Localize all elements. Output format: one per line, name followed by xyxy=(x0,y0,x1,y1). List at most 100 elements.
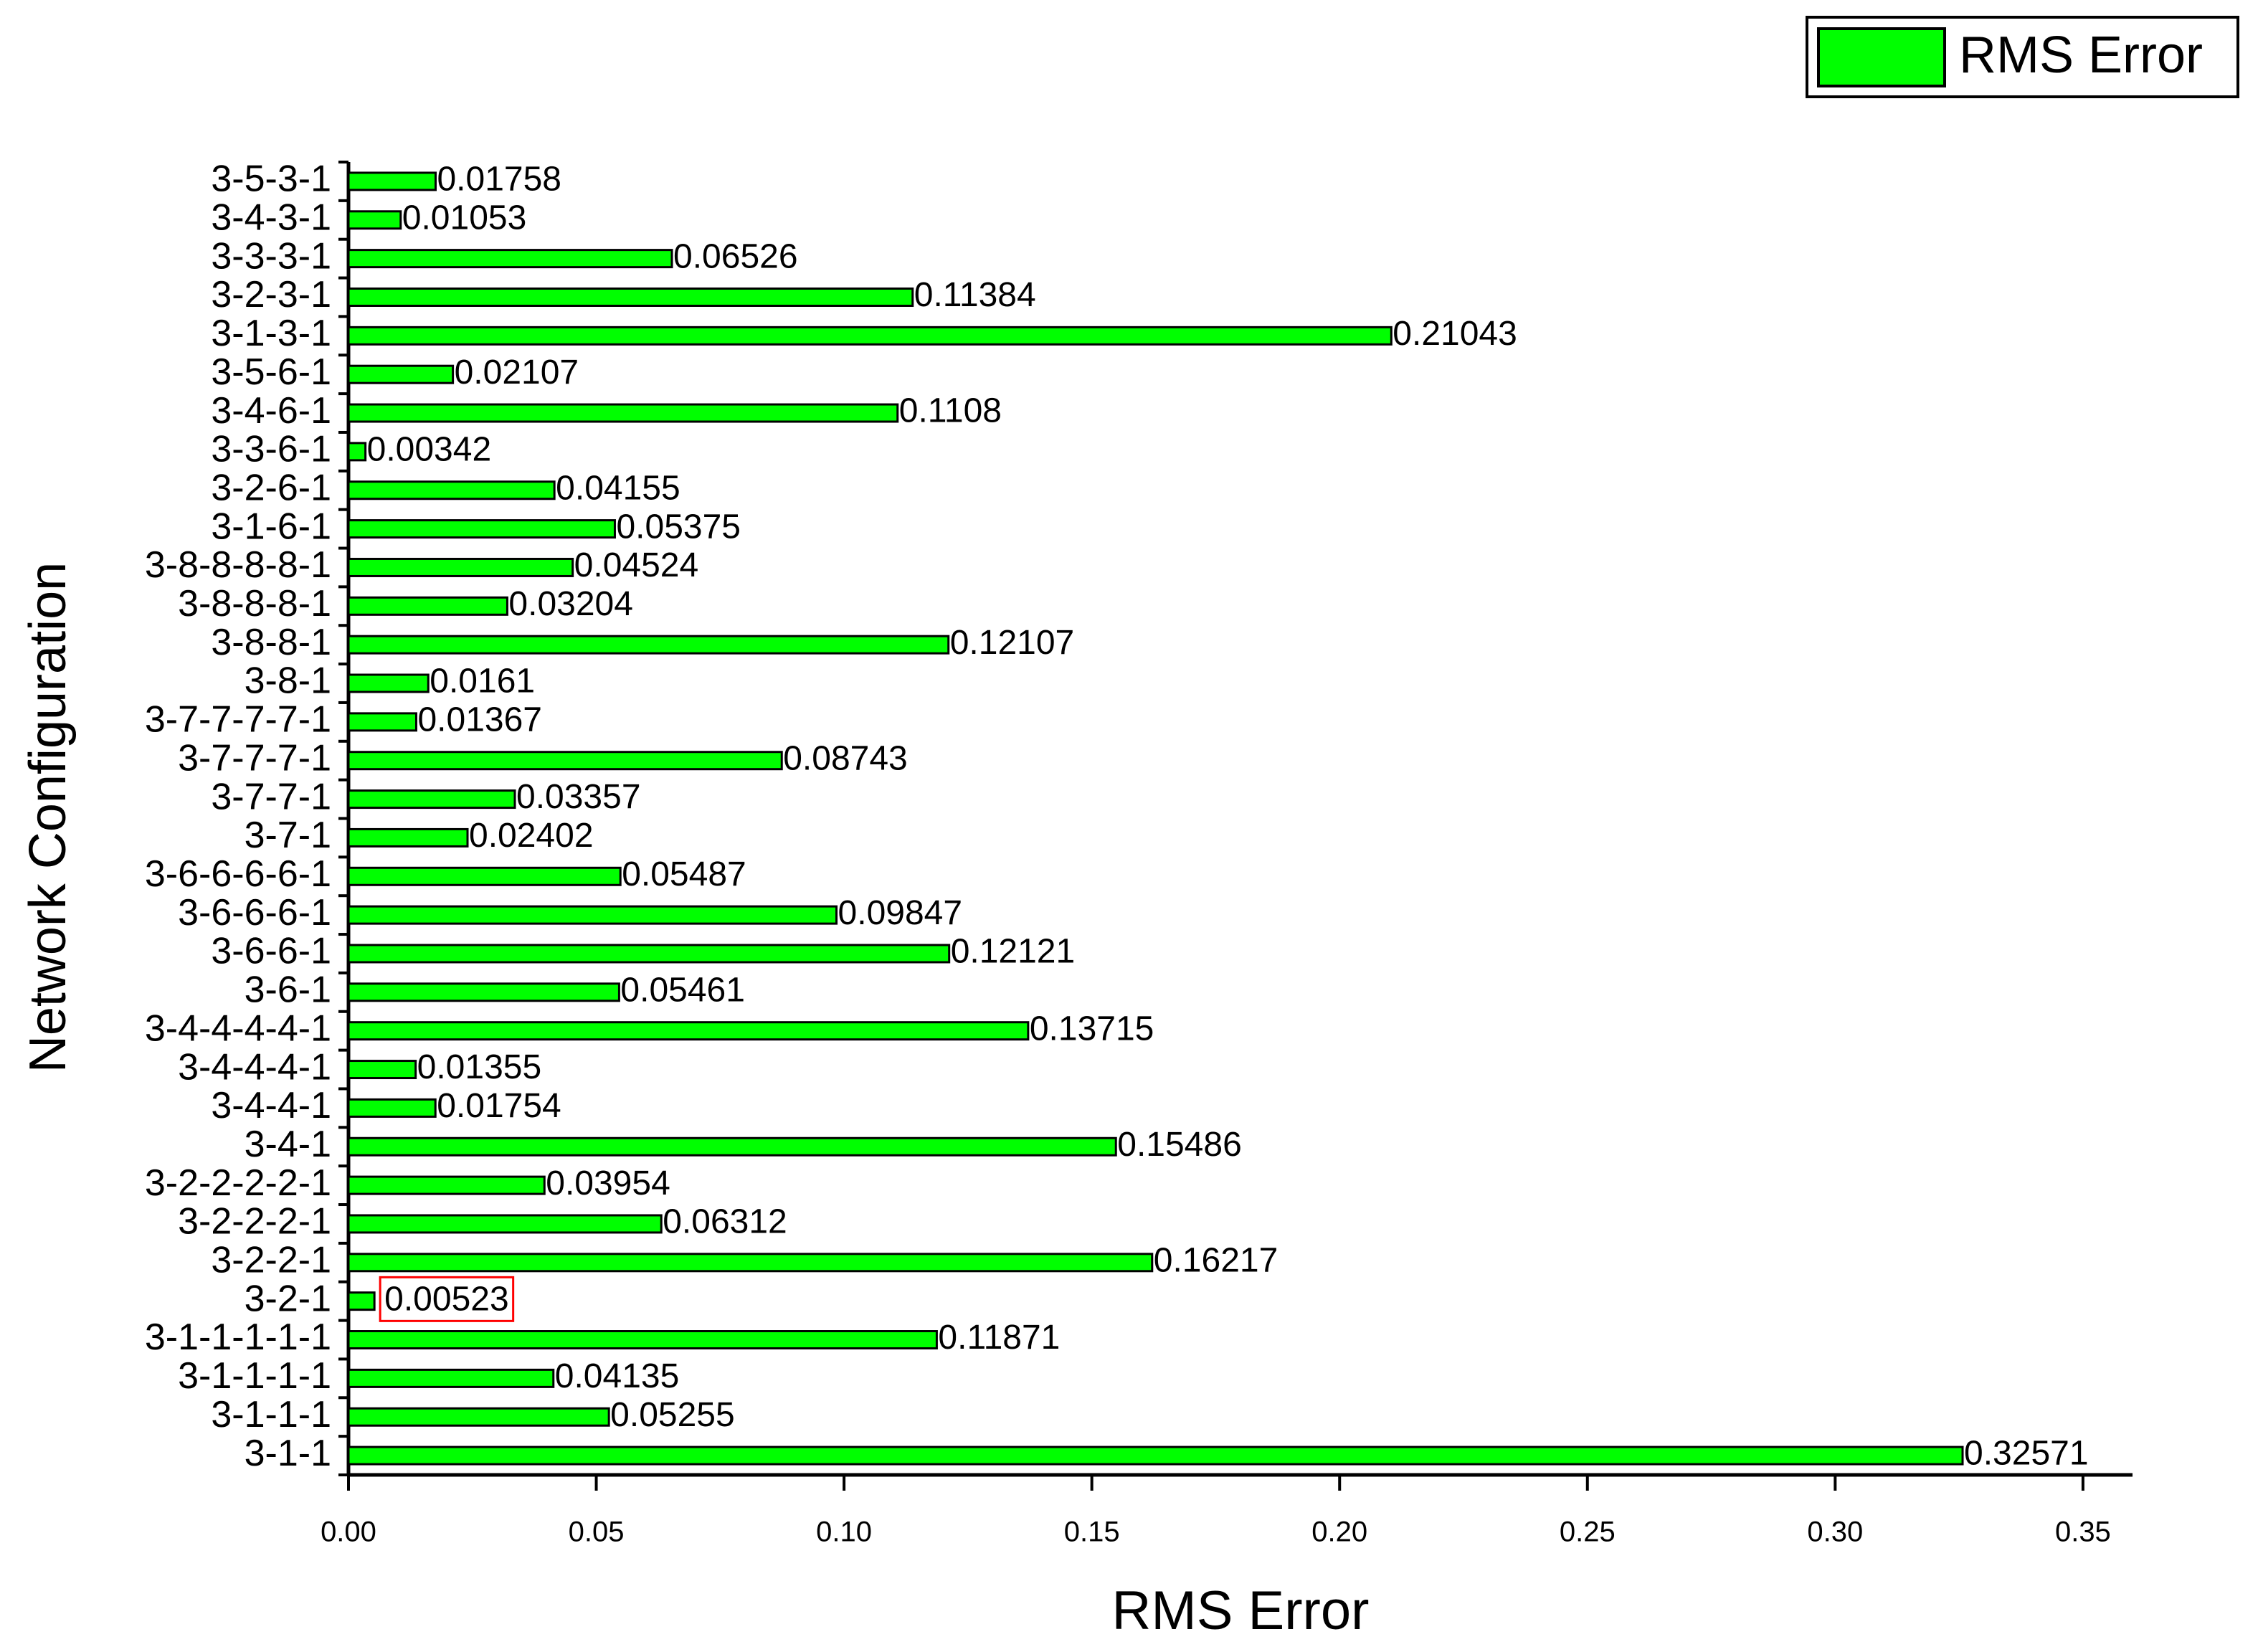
y-tick-label: 3-5-3-1 xyxy=(211,158,331,200)
bar xyxy=(347,1368,555,1388)
bar xyxy=(347,982,620,1002)
y-tick-label: 3-7-7-7-7-1 xyxy=(145,699,331,741)
bar xyxy=(347,596,508,616)
value-label: 0.04135 xyxy=(555,1357,680,1395)
value-label: 0.06312 xyxy=(663,1203,787,1241)
bar xyxy=(347,1175,546,1195)
value-label: 0.08743 xyxy=(783,739,908,777)
legend-swatch xyxy=(1817,27,1946,87)
x-tick-label: 0.00 xyxy=(321,1516,376,1548)
bar xyxy=(347,1098,437,1118)
y-tick-label: 3-3-3-1 xyxy=(211,235,331,277)
legend-label: RMS Error xyxy=(1959,27,2203,84)
value-label: 0.02107 xyxy=(455,353,579,391)
y-tick-label: 3-1-3-1 xyxy=(211,313,331,354)
value-label: 0.01754 xyxy=(437,1087,561,1125)
value-label: 0.21043 xyxy=(1393,315,1517,353)
y-tick-label: 3-6-6-6-6-1 xyxy=(145,853,331,895)
value-label: 0.11384 xyxy=(914,276,1036,314)
y-axis-title: Network Configuration xyxy=(19,562,77,1073)
y-tick-label: 3-4-4-4-4-1 xyxy=(145,1007,331,1049)
bar xyxy=(347,1330,938,1350)
x-tick-label: 0.30 xyxy=(1807,1516,1863,1548)
bar xyxy=(347,751,783,771)
y-tick-label: 3-2-3-1 xyxy=(211,274,331,315)
bar xyxy=(347,827,469,848)
bar xyxy=(347,249,673,269)
y-tick-label: 3-8-8-8-8-1 xyxy=(145,544,331,586)
value-label: 0.05487 xyxy=(622,855,746,893)
x-tick-label: 0.15 xyxy=(1064,1516,1120,1548)
x-tick-label: 0.35 xyxy=(2055,1516,2111,1548)
y-tick-label: 3-7-1 xyxy=(245,815,331,856)
x-tick-label: 0.10 xyxy=(816,1516,872,1548)
value-label: 0.12107 xyxy=(950,624,1075,662)
value-label: 0.00342 xyxy=(367,431,492,469)
value-label: 0.01758 xyxy=(437,161,561,199)
value-label: 0.02402 xyxy=(469,817,594,855)
bar xyxy=(347,1136,1117,1157)
value-label: 0.16217 xyxy=(1154,1241,1279,1279)
y-tick-label: 3-8-1 xyxy=(245,660,331,702)
bar xyxy=(347,403,899,423)
value-label: 0.04524 xyxy=(574,546,699,584)
bar xyxy=(347,326,1393,346)
x-tick-label: 0.05 xyxy=(569,1516,625,1548)
value-label: 0.06526 xyxy=(673,237,798,275)
bar xyxy=(347,557,574,577)
x-axis-title: RMS Error xyxy=(1112,1580,1370,1641)
value-label: 0.11871 xyxy=(938,1319,1060,1357)
value-label: 0.01053 xyxy=(402,199,527,237)
bar xyxy=(347,1060,417,1080)
y-tick-label: 3-2-2-2-1 xyxy=(178,1201,331,1243)
value-label: 0.00523 xyxy=(384,1280,509,1318)
bar xyxy=(347,635,950,655)
value-label: 0.12121 xyxy=(951,933,1076,971)
bar xyxy=(347,287,914,307)
bar xyxy=(347,1253,1154,1273)
bar xyxy=(347,519,616,539)
bar xyxy=(347,712,417,732)
highlight-box xyxy=(379,1276,515,1322)
bar xyxy=(347,1291,376,1311)
y-tick-label: 3-5-6-1 xyxy=(211,351,331,393)
y-tick-label: 3-4-4-1 xyxy=(211,1085,331,1126)
y-tick-label: 3-1-1-1-1 xyxy=(178,1355,331,1397)
value-label: 0.03357 xyxy=(516,778,641,816)
bar xyxy=(347,1407,610,1427)
value-label: 0.13715 xyxy=(1030,1010,1154,1048)
x-tick-label: 0.20 xyxy=(1311,1516,1367,1548)
value-label: 0.01367 xyxy=(417,701,542,739)
value-label: 0.01355 xyxy=(417,1048,542,1086)
y-tick-label: 3-3-6-1 xyxy=(211,429,331,470)
value-label: 0.04155 xyxy=(556,469,680,507)
value-label: 0.05461 xyxy=(620,972,745,1010)
y-tick-label: 3-1-1-1 xyxy=(211,1394,331,1435)
y-tick-label: 3-6-6-1 xyxy=(211,931,331,972)
y-tick-label: 3-6-6-6-1 xyxy=(178,892,331,934)
bar xyxy=(347,1214,663,1234)
y-tick-label: 3-6-1 xyxy=(245,969,331,1011)
y-tick-label: 3-8-8-1 xyxy=(211,622,331,663)
y-tick-label: 3-7-7-7-1 xyxy=(178,737,331,779)
bar xyxy=(347,1021,1030,1041)
bar xyxy=(347,673,430,693)
y-tick-label: 3-2-2-2-2-1 xyxy=(145,1162,331,1204)
bar xyxy=(347,866,622,886)
y-tick-label: 3-4-3-1 xyxy=(211,197,331,239)
value-label: 0.09847 xyxy=(838,894,963,932)
y-tick-label: 3-4-4-4-1 xyxy=(178,1046,331,1088)
y-tick-label: 3-2-6-1 xyxy=(211,467,331,508)
value-label: 0.32571 xyxy=(1964,1435,2089,1473)
bar xyxy=(347,905,838,925)
bar xyxy=(347,171,437,191)
x-tick-label: 0.25 xyxy=(1560,1516,1616,1548)
y-tick-label: 3-8-8-8-1 xyxy=(178,583,331,625)
y-tick-label: 3-4-6-1 xyxy=(211,390,331,432)
y-tick-label: 3-1-1-1-1-1 xyxy=(145,1316,331,1358)
y-tick-label: 3-4-1 xyxy=(245,1124,331,1165)
y-tick-label: 3-7-7-1 xyxy=(211,776,331,817)
value-label: 0.0161 xyxy=(430,663,535,701)
bar xyxy=(347,480,556,500)
